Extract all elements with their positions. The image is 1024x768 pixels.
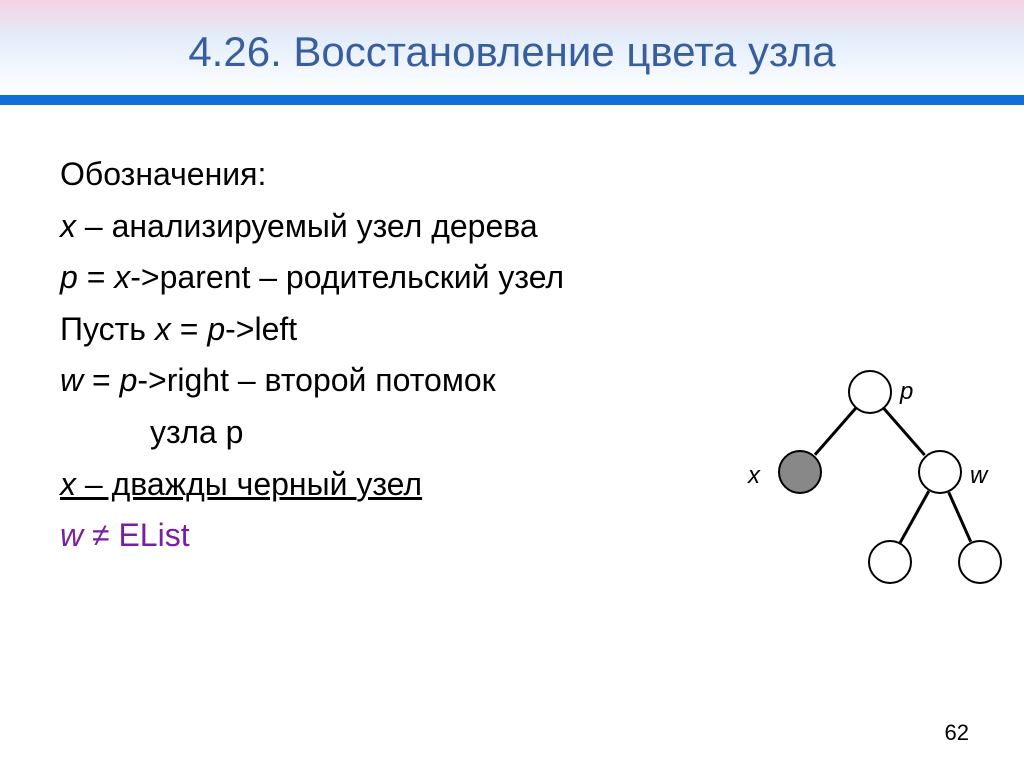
tree-label-p: p bbox=[900, 378, 913, 406]
var-w: w bbox=[60, 362, 83, 398]
tree-node-p bbox=[848, 370, 892, 414]
tree-diagram: p x w bbox=[740, 370, 1000, 630]
line-5: w = p->right – второй потомок bbox=[60, 356, 760, 406]
text: ->left bbox=[225, 311, 297, 347]
tree-edge bbox=[900, 491, 931, 544]
line-7: w ≠ EList bbox=[60, 511, 760, 561]
var-x: x bbox=[60, 466, 76, 502]
tree-edge bbox=[814, 408, 857, 457]
tree-label-w: w bbox=[970, 462, 987, 490]
page-number: 62 bbox=[945, 720, 969, 746]
tree-node-wr bbox=[958, 540, 1002, 584]
text: – дважды черный узел bbox=[76, 466, 422, 502]
text: = bbox=[83, 362, 119, 398]
line-1: Обозначения: bbox=[60, 150, 760, 200]
line-2: x – анализируемый узел дерева bbox=[60, 202, 760, 252]
line-4: Пусть x = p->left bbox=[60, 305, 760, 355]
line-3: p = x->parent – родительский узел bbox=[60, 253, 760, 303]
tree-node-x bbox=[778, 450, 822, 494]
tree-node-wl bbox=[868, 540, 912, 584]
var-x: x bbox=[155, 311, 171, 347]
text: Обозначения: bbox=[60, 156, 266, 192]
text: Пусть bbox=[60, 311, 155, 347]
tree-node-w bbox=[918, 450, 962, 494]
title-underline bbox=[0, 95, 1024, 105]
text: узла p bbox=[150, 414, 243, 450]
var-p: p bbox=[60, 259, 78, 295]
var-x: x bbox=[60, 208, 76, 244]
slide-body: Обозначения: x – анализируемый узел дере… bbox=[60, 150, 760, 563]
var-w: w bbox=[60, 517, 83, 553]
text: ->right – второй потомок bbox=[137, 362, 495, 398]
text: = bbox=[171, 311, 207, 347]
text: ≠ EList bbox=[83, 517, 189, 553]
tree-edge bbox=[948, 492, 972, 543]
var-p: p bbox=[120, 362, 138, 398]
var-p: p bbox=[207, 311, 225, 347]
var-x: x bbox=[114, 259, 130, 295]
tree-edge bbox=[884, 408, 927, 457]
text: – анализируемый узел дерева bbox=[76, 208, 538, 244]
line-6: x – дважды черный узел bbox=[60, 460, 760, 510]
tree-label-x: x bbox=[748, 462, 760, 490]
slide-title: 4.26. Восстановление цвета узла bbox=[0, 28, 1024, 76]
line-5-cont: узла p bbox=[60, 408, 760, 458]
text: ->parent – родительский узел bbox=[130, 259, 564, 295]
text: = bbox=[78, 259, 114, 295]
